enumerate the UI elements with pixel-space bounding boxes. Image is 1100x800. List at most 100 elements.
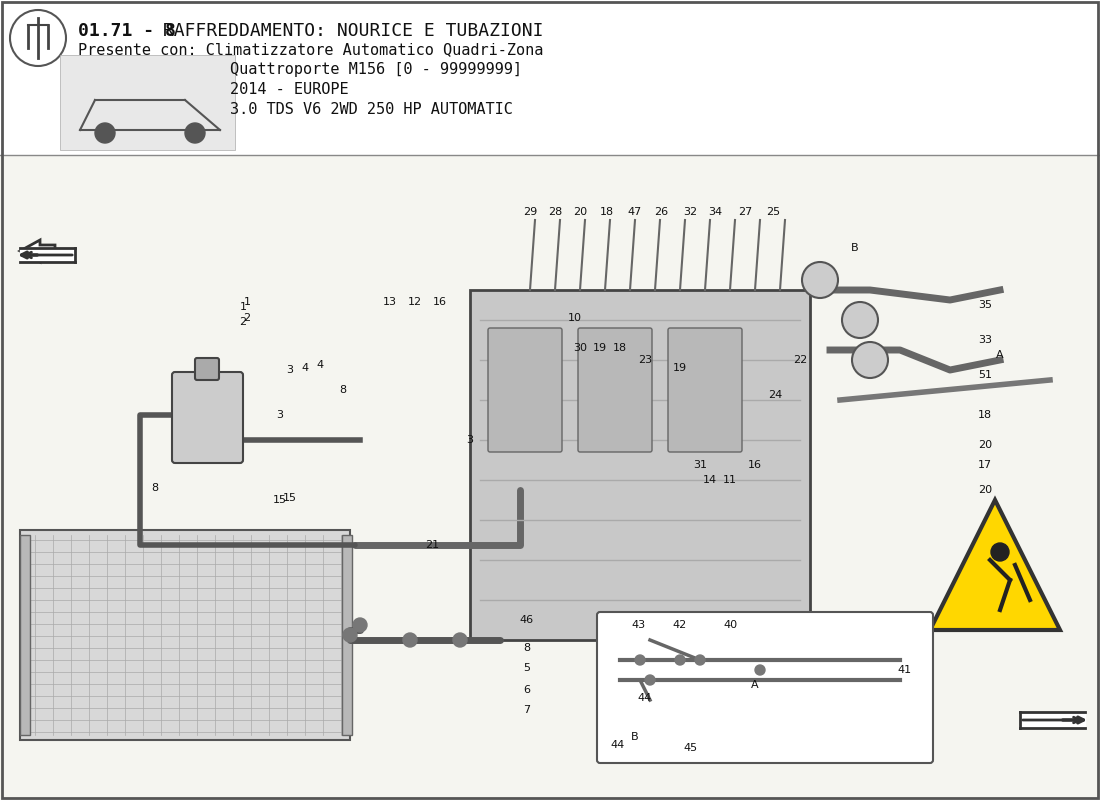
Text: 5: 5 bbox=[524, 663, 530, 673]
Text: 4: 4 bbox=[301, 363, 309, 373]
Text: 43: 43 bbox=[631, 620, 645, 630]
FancyBboxPatch shape bbox=[172, 372, 243, 463]
Text: 41: 41 bbox=[898, 665, 912, 675]
Text: 11: 11 bbox=[723, 475, 737, 485]
Text: 31: 31 bbox=[693, 460, 707, 470]
Text: 26: 26 bbox=[653, 207, 668, 217]
Text: B: B bbox=[631, 732, 639, 742]
Text: 25: 25 bbox=[766, 207, 780, 217]
FancyBboxPatch shape bbox=[342, 535, 352, 735]
Text: 15: 15 bbox=[283, 493, 297, 503]
Polygon shape bbox=[1020, 712, 1085, 728]
Text: 44: 44 bbox=[638, 693, 652, 703]
Text: 16: 16 bbox=[748, 460, 762, 470]
Text: 8: 8 bbox=[152, 483, 158, 493]
FancyBboxPatch shape bbox=[0, 0, 1100, 155]
Text: 32: 32 bbox=[683, 207, 697, 217]
Text: 27: 27 bbox=[738, 207, 752, 217]
Text: 10: 10 bbox=[568, 313, 582, 323]
Text: 47: 47 bbox=[628, 207, 642, 217]
Text: B: B bbox=[851, 243, 859, 253]
Text: Quattroporte M156 [0 - 99999999]: Quattroporte M156 [0 - 99999999] bbox=[230, 62, 522, 77]
Text: 1: 1 bbox=[243, 297, 251, 307]
Text: 01.71 - 8: 01.71 - 8 bbox=[78, 22, 176, 40]
Text: 29: 29 bbox=[522, 207, 537, 217]
Text: 2014 - EUROPE: 2014 - EUROPE bbox=[230, 82, 349, 97]
Circle shape bbox=[95, 123, 116, 143]
FancyBboxPatch shape bbox=[597, 612, 933, 763]
Text: 14: 14 bbox=[703, 475, 717, 485]
Text: 24: 24 bbox=[768, 390, 782, 400]
FancyBboxPatch shape bbox=[195, 358, 219, 380]
FancyBboxPatch shape bbox=[20, 530, 350, 740]
Text: A: A bbox=[751, 680, 759, 690]
Text: 3.0 TDS V6 2WD 250 HP AUTOMATIC: 3.0 TDS V6 2WD 250 HP AUTOMATIC bbox=[230, 102, 513, 117]
Circle shape bbox=[802, 262, 838, 298]
Text: 33: 33 bbox=[978, 335, 992, 345]
Circle shape bbox=[675, 655, 685, 665]
FancyBboxPatch shape bbox=[20, 535, 30, 735]
Text: 1: 1 bbox=[240, 302, 246, 312]
Text: 28: 28 bbox=[548, 207, 562, 217]
Circle shape bbox=[353, 618, 367, 632]
Text: 3: 3 bbox=[286, 365, 294, 375]
Text: 8: 8 bbox=[524, 643, 530, 653]
Circle shape bbox=[645, 675, 654, 685]
Text: 42: 42 bbox=[673, 620, 688, 630]
Circle shape bbox=[852, 342, 888, 378]
Text: 18: 18 bbox=[613, 343, 627, 353]
Text: 20: 20 bbox=[978, 485, 992, 495]
Text: 18: 18 bbox=[978, 410, 992, 420]
FancyBboxPatch shape bbox=[60, 55, 235, 150]
Text: 51: 51 bbox=[978, 370, 992, 380]
Text: RAFFREDDAMENTO: NOURICE E TUBAZIONI: RAFFREDDAMENTO: NOURICE E TUBAZIONI bbox=[152, 22, 543, 40]
Text: 40: 40 bbox=[723, 620, 737, 630]
Text: 2: 2 bbox=[243, 313, 251, 323]
Circle shape bbox=[635, 655, 645, 665]
Circle shape bbox=[343, 628, 358, 642]
Text: 3: 3 bbox=[466, 435, 473, 445]
FancyBboxPatch shape bbox=[488, 328, 562, 452]
Text: 35: 35 bbox=[978, 300, 992, 310]
Text: 22: 22 bbox=[793, 355, 807, 365]
Text: 6: 6 bbox=[524, 685, 530, 695]
Text: 45: 45 bbox=[683, 743, 697, 753]
Circle shape bbox=[453, 633, 468, 647]
Text: 30: 30 bbox=[573, 343, 587, 353]
FancyBboxPatch shape bbox=[0, 155, 1100, 800]
FancyBboxPatch shape bbox=[668, 328, 742, 452]
Text: 46: 46 bbox=[520, 615, 535, 625]
Text: A: A bbox=[997, 350, 1004, 360]
Text: Presente con: Climatizzatore Automatico Quadri-Zona: Presente con: Climatizzatore Automatico … bbox=[78, 42, 543, 57]
Circle shape bbox=[991, 543, 1009, 561]
Text: 2: 2 bbox=[240, 317, 246, 327]
Circle shape bbox=[10, 10, 66, 66]
Text: 3: 3 bbox=[276, 410, 284, 420]
Text: 4: 4 bbox=[317, 360, 323, 370]
FancyBboxPatch shape bbox=[470, 290, 810, 640]
Circle shape bbox=[403, 633, 417, 647]
Text: 12: 12 bbox=[408, 297, 422, 307]
Text: 21: 21 bbox=[425, 540, 439, 550]
Text: 34: 34 bbox=[708, 207, 722, 217]
Text: 19: 19 bbox=[673, 363, 688, 373]
Circle shape bbox=[185, 123, 205, 143]
Text: 20: 20 bbox=[978, 440, 992, 450]
Text: 44: 44 bbox=[610, 740, 625, 750]
Text: 13: 13 bbox=[383, 297, 397, 307]
Text: 8: 8 bbox=[340, 385, 346, 395]
Polygon shape bbox=[20, 248, 75, 262]
Circle shape bbox=[695, 655, 705, 665]
Text: 18: 18 bbox=[600, 207, 614, 217]
FancyBboxPatch shape bbox=[578, 328, 652, 452]
Circle shape bbox=[842, 302, 878, 338]
Text: 23: 23 bbox=[638, 355, 652, 365]
Text: 16: 16 bbox=[433, 297, 447, 307]
Text: 7: 7 bbox=[524, 705, 530, 715]
Text: 20: 20 bbox=[573, 207, 587, 217]
Polygon shape bbox=[930, 500, 1060, 630]
Text: 17: 17 bbox=[978, 460, 992, 470]
Text: 19: 19 bbox=[593, 343, 607, 353]
Circle shape bbox=[755, 665, 764, 675]
Text: 15: 15 bbox=[273, 495, 287, 505]
